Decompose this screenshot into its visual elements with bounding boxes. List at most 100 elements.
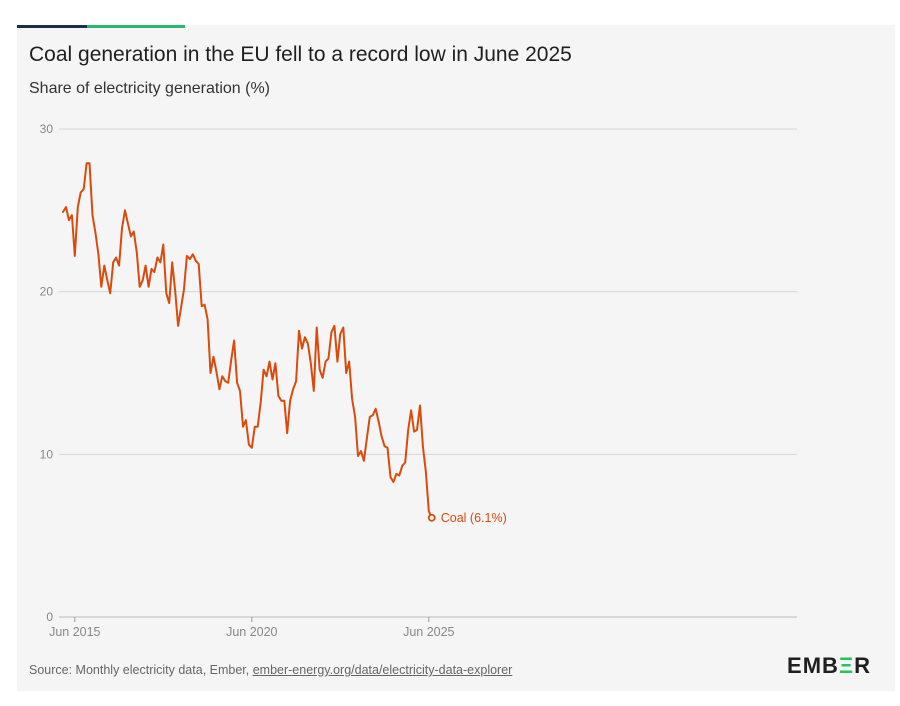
data-point <box>262 368 265 371</box>
logo-text-mid: Ξ <box>838 653 855 678</box>
data-point <box>203 303 206 306</box>
data-point <box>250 446 253 449</box>
data-point <box>407 428 410 431</box>
data-point <box>88 162 91 165</box>
data-point <box>398 474 401 477</box>
data-point <box>286 432 289 435</box>
data-point <box>106 279 109 282</box>
data-point <box>212 355 215 358</box>
data-point <box>162 243 165 246</box>
y-tick-label: 20 <box>40 285 54 299</box>
data-point <box>312 389 315 392</box>
data-point <box>365 436 368 439</box>
data-point <box>67 218 70 221</box>
data-point <box>206 318 209 321</box>
data-point <box>297 329 300 332</box>
data-point <box>318 368 321 371</box>
data-point <box>336 360 339 363</box>
data-point <box>156 256 159 259</box>
data-point <box>386 446 389 449</box>
data-point <box>259 401 262 404</box>
data-point <box>392 480 395 483</box>
data-point <box>120 227 123 230</box>
data-point <box>274 362 277 365</box>
data-point <box>64 205 67 208</box>
logo-text-left: EMB <box>787 653 839 678</box>
data-point <box>138 285 141 288</box>
data-point <box>132 230 135 233</box>
data-point <box>109 292 112 295</box>
data-point <box>188 258 191 261</box>
data-point <box>182 288 185 291</box>
data-point <box>218 388 221 391</box>
data-point <box>97 253 100 256</box>
logo-text-right: R <box>854 653 871 678</box>
data-point <box>185 254 188 257</box>
data-point <box>424 471 427 474</box>
x-axis-ticks: Jun 2015 Jun 2020 Jun 2025 <box>49 617 455 639</box>
data-point <box>389 476 392 479</box>
data-point <box>150 267 153 270</box>
data-point <box>123 209 126 212</box>
source-link[interactable]: ember-energy.org/data/electricity-data-e… <box>252 663 513 677</box>
data-point <box>153 271 156 274</box>
data-point <box>418 404 421 407</box>
data-point <box>377 420 380 423</box>
chart-subtitle: Share of electricity generation (%) <box>29 80 270 97</box>
data-point <box>353 415 356 418</box>
data-point <box>244 419 247 422</box>
data-point <box>410 409 413 412</box>
data-point <box>168 301 171 304</box>
series-coal: Coal (6.1%) <box>61 162 507 525</box>
data-point <box>292 388 295 391</box>
data-point <box>277 394 280 397</box>
data-point <box>117 264 120 267</box>
data-point <box>112 261 115 264</box>
data-point <box>85 162 88 165</box>
data-point <box>415 428 418 431</box>
data-point <box>283 399 286 402</box>
series-end-label: Coal (6.1%) <box>441 511 507 525</box>
data-point <box>374 407 377 410</box>
data-point <box>215 370 218 373</box>
data-point <box>280 399 283 402</box>
data-point <box>345 371 348 374</box>
data-point <box>300 347 303 350</box>
data-point <box>348 360 351 363</box>
data-point <box>79 191 82 194</box>
data-point <box>294 380 297 383</box>
data-point <box>359 449 362 452</box>
source-text: Source: Monthly electricity data, Ember, <box>29 663 250 677</box>
data-point <box>247 443 250 446</box>
data-point <box>404 461 407 464</box>
data-point <box>309 362 312 365</box>
y-tick-label: 10 <box>40 447 54 461</box>
data-point <box>333 324 336 327</box>
data-point <box>91 214 94 217</box>
data-point <box>115 256 118 259</box>
data-point <box>76 205 79 208</box>
data-point <box>427 510 430 513</box>
data-point <box>129 235 132 238</box>
x-tick-label: Jun 2015 <box>49 625 100 639</box>
data-point <box>383 445 386 448</box>
data-point <box>61 210 64 213</box>
data-point <box>380 435 383 438</box>
accent-bar-green <box>87 25 185 28</box>
data-point <box>209 371 212 374</box>
data-point <box>339 332 342 335</box>
data-point <box>171 261 174 264</box>
data-point <box>126 222 129 225</box>
y-gridlines <box>59 128 797 618</box>
coal-series-line <box>62 162 433 519</box>
data-point <box>238 389 241 392</box>
data-point <box>73 254 76 257</box>
data-point <box>265 375 268 378</box>
data-point <box>303 336 306 339</box>
data-point <box>356 454 359 457</box>
data-point <box>342 326 345 329</box>
y-axis-tick-labels: 0 10 20 30 <box>40 122 54 624</box>
ember-logo[interactable]: EMBΞR <box>787 653 871 679</box>
data-point <box>289 399 292 402</box>
line-chart: 0 10 20 30 Jun 2015 Jun 2020 Jun 2025 Coal (6… <box>40 122 797 639</box>
